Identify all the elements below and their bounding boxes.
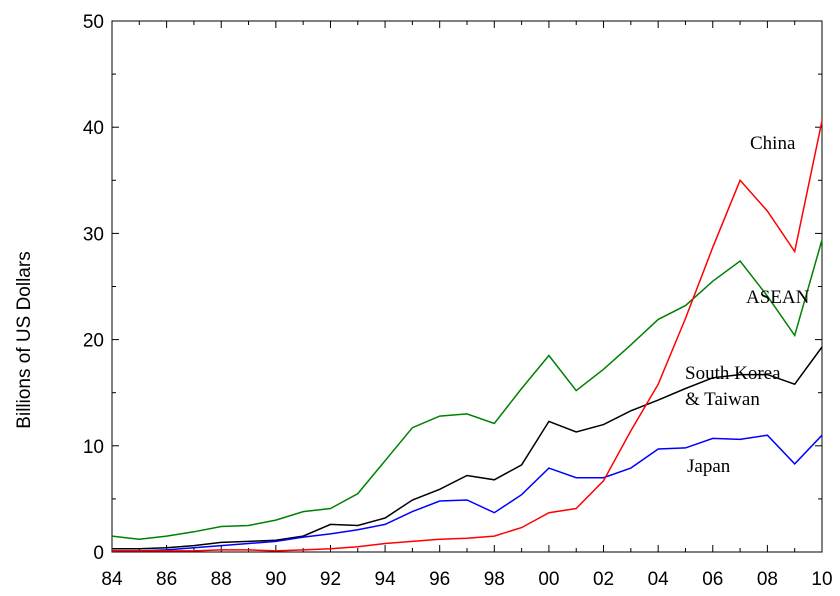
x-tick-label: 98 (484, 569, 505, 590)
y-tick-label: 40 (83, 118, 104, 139)
y-tick-label: 10 (83, 437, 104, 458)
y-axis: 0 10 20 30 40 50 (83, 12, 822, 564)
y-tick-label: 30 (83, 224, 104, 245)
series-line-asean (111, 239, 823, 541)
x-axis: 84 86 88 90 92 94 96 98 00 02 04 06 08 10 (101, 21, 833, 590)
series-line-china (112, 120, 823, 552)
x-tick-label: 86 (156, 569, 177, 590)
x-tick-label: 06 (702, 569, 723, 590)
series-labels: China ASEAN South Korea & Taiwan Japan (685, 133, 810, 477)
y-tick-label: 0 (93, 543, 104, 564)
x-tick-label: 02 (593, 569, 614, 590)
y-axis-title: Billions of US Dollars (14, 251, 35, 428)
series-line-south-korea-taiwan (112, 346, 823, 550)
x-tick-label: 94 (375, 569, 397, 590)
series-label: South Korea (685, 363, 781, 384)
series-label: & Taiwan (685, 389, 760, 410)
series-lines (111, 120, 823, 552)
y-tick-label: 20 (83, 331, 104, 352)
x-tick-label: 96 (429, 569, 450, 590)
x-tick-label: 84 (101, 569, 123, 590)
x-tick-label: 90 (265, 569, 286, 590)
x-tick-label: 08 (757, 569, 778, 590)
series-line-japan (112, 434, 823, 552)
series-label: China (750, 133, 796, 154)
x-tick-label: 10 (811, 569, 832, 590)
x-tick-label: 92 (320, 569, 341, 590)
x-tick-label: 04 (648, 569, 670, 590)
series-label: ASEAN (746, 287, 810, 308)
x-tick-label: 88 (211, 569, 232, 590)
series-label: Japan (687, 456, 731, 477)
x-tick-label: 00 (538, 569, 559, 590)
y-tick-label: 50 (83, 12, 104, 33)
